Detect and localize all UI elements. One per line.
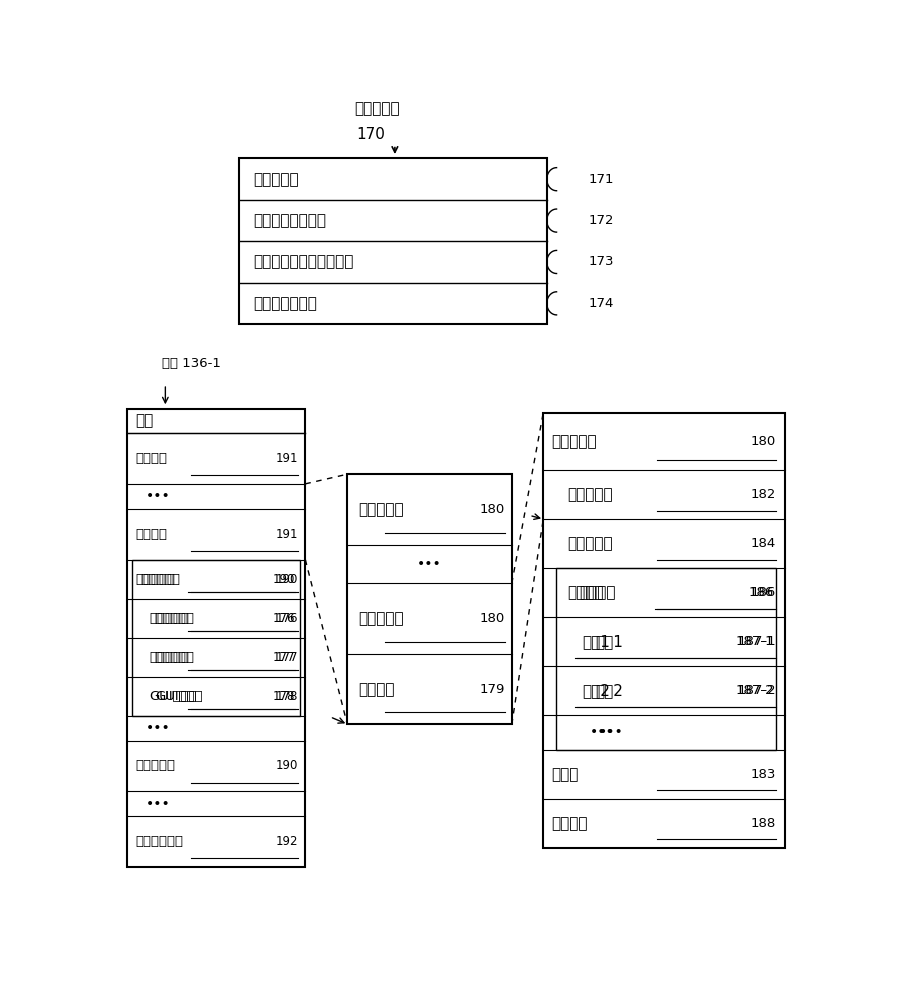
Text: 176: 176 bbox=[275, 612, 298, 625]
Text: 180: 180 bbox=[479, 503, 504, 516]
Text: 183: 183 bbox=[750, 768, 776, 781]
Text: 命中视图确定模块: 命中视图确定模块 bbox=[253, 213, 326, 228]
Text: 活动事件识别器确定模块: 活动事件识别器确定模块 bbox=[253, 254, 353, 269]
Text: 事件2: 事件2 bbox=[582, 683, 610, 698]
Text: 事件定义: 事件定义 bbox=[566, 585, 603, 600]
Text: 174: 174 bbox=[588, 297, 613, 310]
Text: 应用: 应用 bbox=[135, 414, 153, 429]
Text: 190: 190 bbox=[276, 759, 298, 772]
Text: 数据更新器: 数据更新器 bbox=[149, 612, 189, 625]
Text: 事件识别器: 事件识别器 bbox=[551, 434, 596, 449]
Text: 事件1: 事件1 bbox=[582, 634, 610, 649]
Text: 事件识别器: 事件识别器 bbox=[357, 611, 403, 626]
Text: 171: 171 bbox=[588, 173, 613, 186]
Text: 事件1: 事件1 bbox=[594, 634, 622, 649]
Text: 应用视图: 应用视图 bbox=[135, 528, 167, 541]
Text: 事件定义: 事件定义 bbox=[579, 585, 615, 600]
Text: 176: 176 bbox=[272, 612, 295, 625]
Bar bbox=[543, 413, 784, 848]
Text: GUI更新器: GUI更新器 bbox=[155, 690, 202, 703]
Text: 187-2: 187-2 bbox=[735, 684, 773, 697]
Text: 事件处理机: 事件处理机 bbox=[135, 573, 175, 586]
Text: •••: ••• bbox=[145, 489, 170, 503]
Text: •••: ••• bbox=[145, 797, 170, 811]
Text: 事件比较器: 事件比较器 bbox=[566, 536, 612, 551]
Text: •••: ••• bbox=[598, 725, 622, 739]
Text: 182: 182 bbox=[750, 488, 776, 501]
Text: 173: 173 bbox=[588, 255, 613, 268]
Text: 170: 170 bbox=[355, 127, 384, 142]
Text: 事件2: 事件2 bbox=[594, 683, 622, 698]
Text: 186: 186 bbox=[748, 586, 773, 599]
Text: 事件识别器: 事件识别器 bbox=[357, 502, 403, 517]
Text: 180: 180 bbox=[750, 435, 776, 448]
Text: 事件数据: 事件数据 bbox=[357, 682, 394, 697]
Text: GUI更新器: GUI更新器 bbox=[149, 690, 197, 703]
Text: •••: ••• bbox=[145, 721, 170, 735]
Text: 178: 178 bbox=[276, 690, 298, 703]
Text: 192: 192 bbox=[275, 835, 298, 848]
Text: 事件监视器: 事件监视器 bbox=[253, 172, 299, 187]
Text: 179: 179 bbox=[479, 683, 504, 696]
Text: 元数据: 元数据 bbox=[551, 767, 578, 782]
Text: •••: ••• bbox=[589, 725, 613, 739]
Text: 事件接收器: 事件接收器 bbox=[566, 487, 612, 502]
Text: 187-2: 187-2 bbox=[737, 684, 776, 697]
Text: 187-1: 187-1 bbox=[737, 635, 776, 648]
Text: 对象更新器: 对象更新器 bbox=[155, 651, 195, 664]
Text: 数据更新器: 数据更新器 bbox=[155, 612, 195, 625]
Bar bbox=[126, 409, 305, 867]
Text: 184: 184 bbox=[750, 537, 776, 550]
Text: 事件分派器模块: 事件分派器模块 bbox=[253, 296, 317, 311]
Bar bbox=[238, 158, 547, 324]
Text: 事件处理机: 事件处理机 bbox=[135, 759, 175, 772]
Text: 177: 177 bbox=[275, 651, 298, 664]
Text: 180: 180 bbox=[479, 612, 504, 625]
Text: 对象更新器: 对象更新器 bbox=[149, 651, 189, 664]
Text: 事件递送: 事件递送 bbox=[551, 816, 587, 831]
Text: 应用内部状态: 应用内部状态 bbox=[135, 835, 183, 848]
Text: 187-1: 187-1 bbox=[735, 635, 773, 648]
Text: 172: 172 bbox=[588, 214, 613, 227]
Text: 177: 177 bbox=[272, 651, 295, 664]
Text: 190: 190 bbox=[272, 573, 295, 586]
Text: 190: 190 bbox=[276, 573, 298, 586]
Text: 191: 191 bbox=[275, 528, 298, 541]
Text: 191: 191 bbox=[275, 452, 298, 465]
Text: 186: 186 bbox=[750, 586, 776, 599]
Text: 应用视图: 应用视图 bbox=[135, 452, 167, 465]
Text: 事件处理机: 事件处理机 bbox=[141, 573, 180, 586]
Text: 188: 188 bbox=[750, 817, 776, 830]
Text: 应用 136-1: 应用 136-1 bbox=[161, 357, 220, 370]
Text: •••: ••• bbox=[417, 557, 441, 571]
Bar bbox=[556, 568, 776, 750]
Text: 178: 178 bbox=[272, 690, 295, 703]
Bar bbox=[133, 560, 299, 716]
Text: 事件分类器: 事件分类器 bbox=[354, 101, 400, 116]
Bar bbox=[347, 474, 511, 724]
